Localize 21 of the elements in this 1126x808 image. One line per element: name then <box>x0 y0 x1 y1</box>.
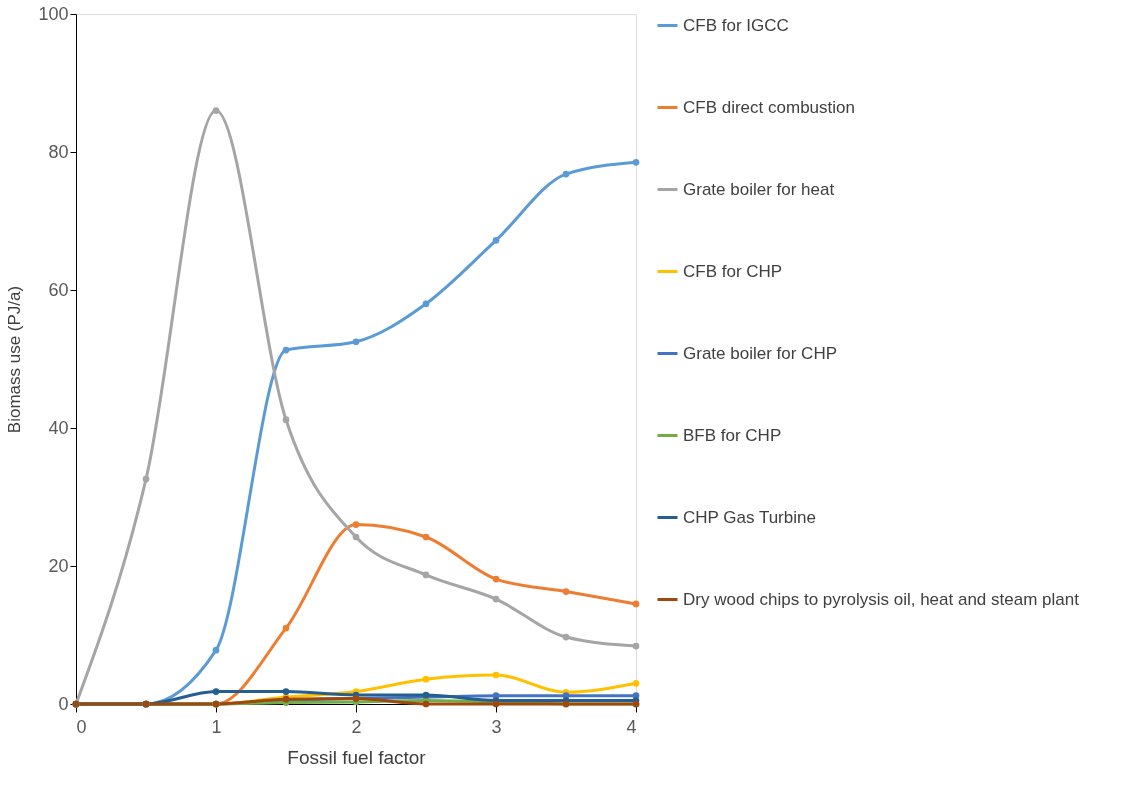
y-tick-label: 40 <box>48 417 69 438</box>
legend-label: Dry wood chips to pyrolysis oil, heat and steam plant <box>683 589 1080 609</box>
legend-label: Grate boiler for heat <box>683 179 835 199</box>
x-tick-label: 3 <box>491 716 502 737</box>
y-tick-label: 60 <box>48 279 69 300</box>
y-tick-label: 0 <box>58 693 69 714</box>
x-tick-label: 2 <box>351 716 362 737</box>
y-tick-label: 80 <box>48 141 69 162</box>
y-axis-title: Biomass use (PJ/a) <box>5 285 25 434</box>
legend-label: CFB for IGCC <box>683 15 789 35</box>
legend-label: Grate boiler for CHP <box>683 343 837 363</box>
x-tick-label: 0 <box>76 716 87 737</box>
y-tick-label: 20 <box>48 555 69 576</box>
legend-label: CFB for CHP <box>683 261 783 281</box>
legend-label: CHP Gas Turbine <box>683 507 816 527</box>
x-tick-label: 1 <box>211 716 222 737</box>
x-tick-label: 4 <box>626 716 637 737</box>
y-tick-label: 100 <box>38 3 69 24</box>
legend-label: CFB direct combustion <box>683 97 855 117</box>
x-axis-title: Fossil fuel factor <box>287 746 427 768</box>
legend-label: BFB for CHP <box>683 425 782 445</box>
